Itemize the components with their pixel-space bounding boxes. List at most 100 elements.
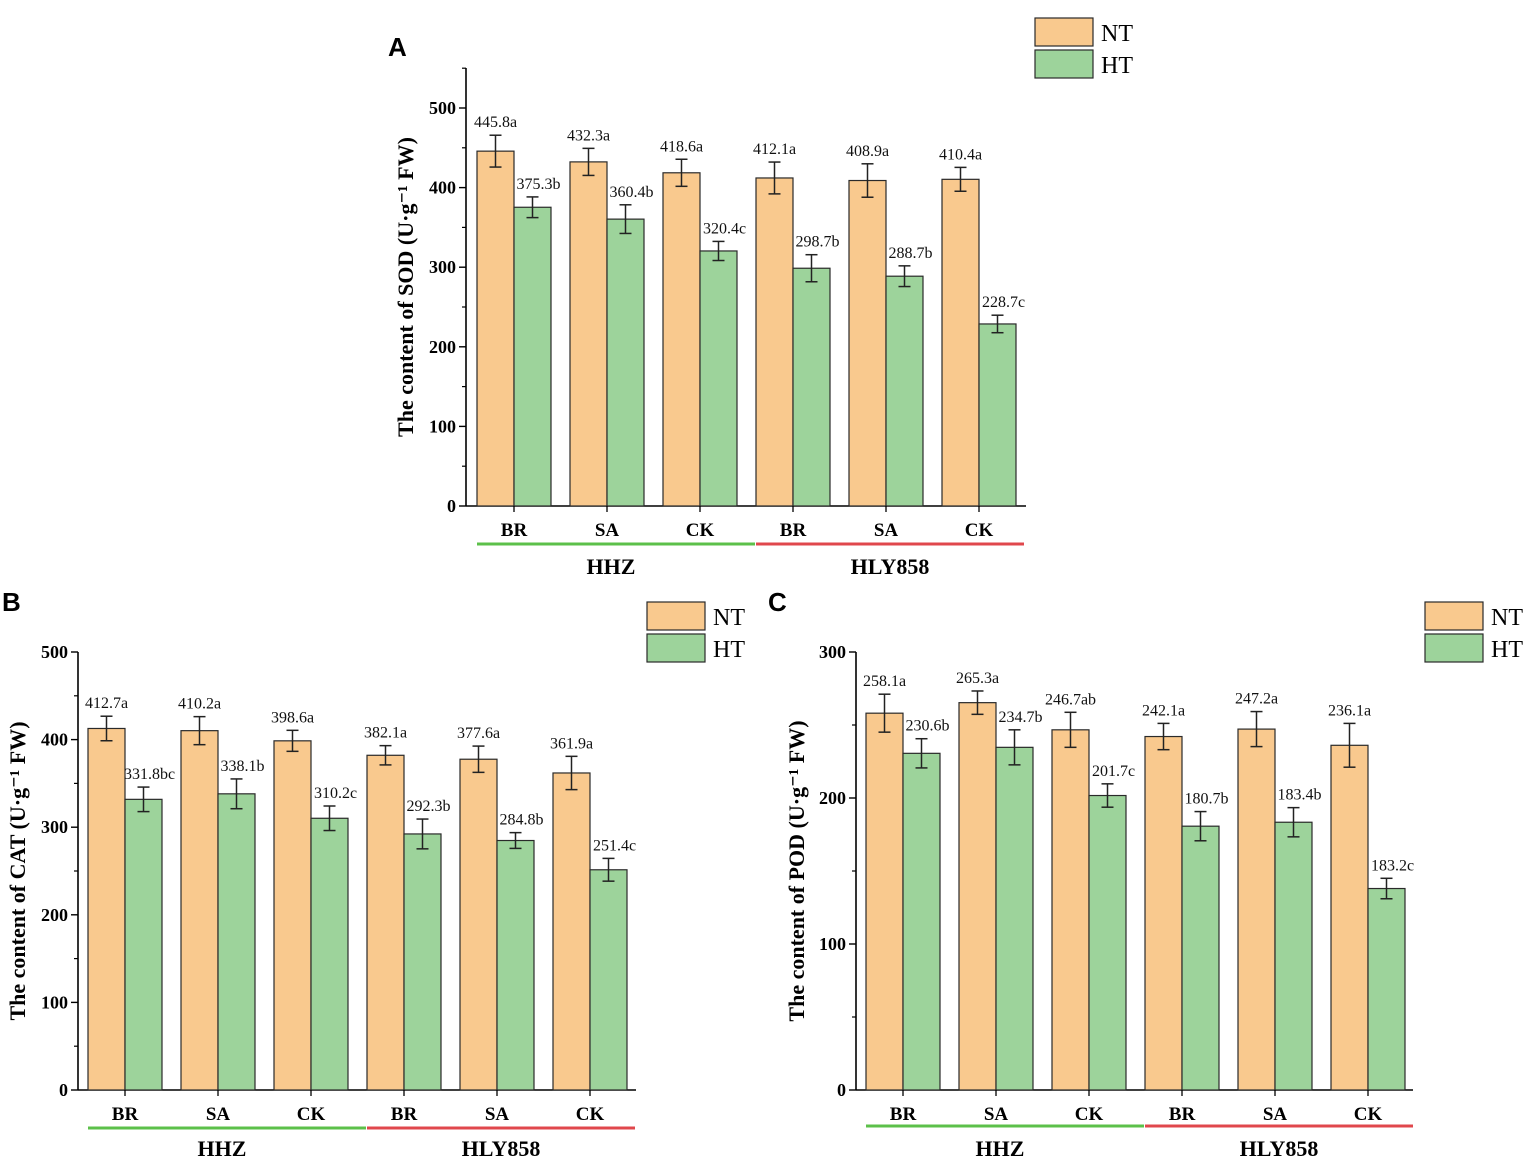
ht-bar [310, 817, 349, 1091]
nt-bar [1237, 728, 1276, 1091]
legend-label-nt: NT [713, 605, 745, 631]
y-axis-label: The content of SOD (U·g⁻¹ FW) [393, 137, 418, 437]
y-axis-label: The content of POD (U·g⁻¹ FW) [784, 720, 809, 1021]
legend-swatch-ht [1424, 633, 1484, 663]
ht-bar [995, 746, 1034, 1091]
ht-bar [978, 323, 1017, 507]
data-label: 298.7b [796, 234, 840, 251]
data-label: 246.7ab [1045, 691, 1096, 708]
nt-bar [366, 754, 405, 1091]
data-label: 360.4b [610, 184, 654, 201]
panel-b: B 0 100 200 300 400 500 The content of CAT (U·… [2, 587, 745, 1161]
x-tick-label: CK [965, 520, 994, 541]
x-tick-label: CK [1075, 1104, 1104, 1125]
data-label: 445.8a [474, 114, 517, 131]
y-tick-label: 100 [41, 992, 68, 1012]
y-tick-label: 400 [429, 178, 456, 198]
ht-bar [217, 793, 256, 1091]
y-tick-label: 0 [59, 1080, 68, 1100]
y-tick-label: 300 [429, 257, 456, 277]
y-tick-label: 200 [429, 337, 456, 357]
nt-bar [459, 758, 498, 1091]
x-tick-label: SA [984, 1104, 1009, 1125]
legend-label-ht: HT [713, 637, 745, 663]
ht-bar [699, 250, 738, 507]
data-label: 398.6a [271, 709, 314, 726]
nt-bar [865, 712, 904, 1091]
legend-label-nt: NT [1491, 605, 1523, 631]
legend-label-nt: NT [1101, 21, 1133, 47]
nt-bar [958, 702, 997, 1091]
legend-label-ht: HT [1101, 53, 1133, 79]
x-tick-label: CK [1354, 1104, 1383, 1125]
y-tick-label: 200 [819, 788, 846, 808]
data-label: 258.1a [863, 673, 906, 690]
data-label: 292.3b [407, 798, 451, 815]
data-label: 408.9a [846, 143, 889, 160]
legend-swatch-ht [1034, 49, 1094, 79]
y-tick-label: 400 [41, 730, 68, 750]
x-tick-label: SA [874, 520, 899, 541]
data-label: 183.2c [1371, 857, 1414, 874]
y-tick-label: 300 [819, 642, 846, 662]
ht-bar [1088, 794, 1127, 1091]
nt-bar [1051, 729, 1090, 1091]
panel-c-label: C [768, 587, 787, 617]
data-label: 412.1a [753, 141, 796, 158]
ht-bar [885, 275, 924, 507]
y-tick-label: 200 [41, 905, 68, 925]
group-label: HHZ [587, 554, 636, 579]
data-label: 201.7c [1092, 763, 1135, 780]
panel-a: A 0 100 200 300 400 500 The content of SOD (U·… [388, 17, 1133, 579]
ht-bar [606, 218, 645, 507]
group-label: HHZ [198, 1136, 247, 1161]
data-label: 228.7c [982, 294, 1025, 311]
x-tick-label: BR [1169, 1104, 1196, 1125]
nt-bar [87, 727, 126, 1091]
x-tick-label: CK [576, 1104, 605, 1125]
panel-b-label: B [2, 587, 21, 617]
data-label: 247.2a [1235, 691, 1278, 708]
x-tick-label: SA [206, 1104, 231, 1125]
data-label: 236.1a [1328, 702, 1371, 719]
group-label: HHZ [976, 1136, 1025, 1161]
nt-bar [552, 772, 591, 1091]
ht-bar [1274, 821, 1313, 1091]
y-tick-label: 500 [41, 642, 68, 662]
y-tick-label: 500 [429, 98, 456, 118]
ht-bar [124, 798, 163, 1091]
data-label: 180.7b [1185, 791, 1229, 808]
data-label: 361.9a [550, 735, 593, 752]
data-label: 412.7a [85, 695, 128, 712]
ht-bar [589, 869, 628, 1091]
data-label: 310.2c [314, 785, 357, 802]
group-label: HLY858 [462, 1136, 541, 1161]
data-label: 331.8bc [124, 766, 175, 783]
nt-bar [848, 179, 887, 507]
ht-bar [792, 267, 831, 507]
data-label: 382.1a [364, 725, 407, 742]
ht-bar [1367, 887, 1406, 1091]
data-label: 183.4b [1278, 787, 1322, 804]
x-tick-label: BR [112, 1104, 139, 1125]
data-label: 338.1b [221, 758, 265, 775]
y-tick-label: 100 [819, 934, 846, 954]
data-label: 230.6b [906, 718, 950, 735]
y-tick-label: 100 [429, 416, 456, 436]
y-tick-label: 300 [41, 817, 68, 837]
panel-c: C 0 100 200 300 The content of POD (U·g⁻¹ FW… [768, 587, 1523, 1161]
x-tick-label: SA [485, 1104, 510, 1125]
x-tick-label: CK [297, 1104, 326, 1125]
ht-bar [1181, 825, 1220, 1091]
x-tick-label: BR [780, 520, 807, 541]
x-tick-label: BR [501, 520, 528, 541]
data-label: 284.8b [500, 812, 544, 829]
legend-label-ht: HT [1491, 637, 1523, 663]
nt-bar [476, 150, 515, 507]
y-tick-label: 0 [447, 496, 456, 516]
y-axis-label: The content of CAT (U·g⁻¹ FW) [5, 721, 30, 1020]
data-label: 410.2a [178, 696, 221, 713]
legend-swatch-nt [1034, 17, 1094, 47]
x-tick-label: BR [890, 1104, 917, 1125]
ht-bar [902, 752, 941, 1091]
